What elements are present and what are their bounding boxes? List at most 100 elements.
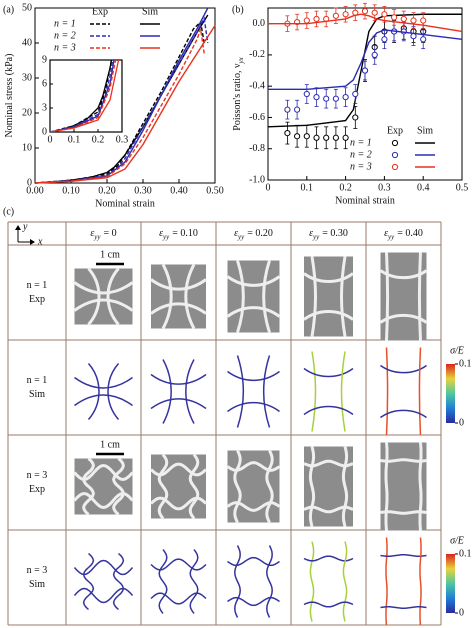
ligament — [87, 267, 101, 326]
ligament — [74, 376, 133, 389]
ligament — [340, 256, 347, 337]
x-axis-label: Nominal strain — [335, 195, 395, 206]
y-axis-label-text: Poisson's ratio, ν — [232, 63, 243, 131]
exp-point — [332, 134, 339, 141]
column-symbol: ε — [90, 228, 94, 239]
column-subscript: yy — [162, 233, 170, 241]
x-tick-label: 0.30 — [134, 185, 152, 196]
exp-point — [284, 129, 291, 137]
exp-point — [371, 9, 378, 16]
column-header: εyy = 0.20 — [234, 228, 273, 240]
ligament — [73, 491, 134, 510]
ligament — [226, 501, 281, 512]
column-subscript: yy — [237, 233, 245, 241]
inset-y-tick-label: 3 — [42, 102, 47, 113]
ligament — [236, 355, 245, 428]
ligament — [158, 549, 168, 614]
panel-label: (b) — [232, 4, 244, 15]
ligament — [380, 364, 427, 374]
inset-y-tick-label: 6 — [42, 78, 47, 89]
legend-header: Exp — [92, 6, 108, 17]
exp-point — [352, 114, 359, 121]
ligament — [419, 537, 422, 626]
ligament — [385, 537, 388, 626]
axis-label: y — [22, 221, 28, 232]
ligament — [112, 552, 125, 611]
ligament — [380, 510, 427, 515]
exp-point — [313, 15, 320, 23]
inset-x-tick-label: 0.1 — [68, 134, 81, 145]
x-tick-label: 0 — [266, 182, 271, 193]
legend-header: Exp — [387, 125, 403, 136]
ligament — [380, 605, 427, 610]
ligament — [227, 556, 280, 567]
exp-point — [284, 106, 291, 113]
ligament — [185, 359, 195, 424]
inset-lines — [50, 60, 120, 132]
ligament — [73, 281, 134, 295]
exp-point — [323, 134, 330, 141]
ligament — [384, 442, 389, 531]
ligament — [310, 256, 317, 337]
row-label: Exp — [29, 294, 45, 305]
exp-point — [361, 8, 369, 15]
x-tick-label: 0.50 — [206, 185, 224, 196]
sim-line — [34, 25, 216, 184]
ligament — [303, 505, 354, 514]
ligament — [342, 541, 348, 622]
ligament — [309, 541, 315, 622]
column-subscript: yy — [312, 233, 320, 241]
y-axis-label-text: Nominal stress (kPa) — [4, 54, 15, 138]
colorbar-min: 0 — [459, 417, 464, 428]
legend-header: Sim — [417, 125, 433, 136]
exp-point — [420, 36, 427, 43]
x-axis-label: Nominal strain — [95, 198, 155, 209]
exp-point — [361, 67, 369, 74]
exp-point — [381, 36, 388, 43]
axis-label: x — [37, 236, 43, 247]
ligament — [418, 442, 423, 531]
y-tick-label: -1.0 — [249, 174, 265, 185]
ligament — [226, 461, 281, 472]
legend-label: n = 1 — [350, 137, 372, 148]
y-tick-label: 40 — [22, 37, 32, 48]
ligament — [233, 449, 242, 524]
column-value: = 0 — [104, 228, 117, 239]
exp-point — [332, 12, 339, 19]
exp-point — [323, 95, 330, 102]
column-subscript: yy — [387, 233, 395, 241]
colorbar-max: 0.1 — [459, 358, 472, 369]
legend-label: n = 1 — [54, 18, 76, 29]
exp-point — [313, 134, 320, 141]
ligament — [73, 559, 134, 576]
ligament — [73, 463, 134, 482]
ligament — [340, 351, 346, 432]
legend-label: n = 3 — [54, 42, 76, 53]
row-label: Sim — [29, 389, 45, 400]
column-header: εyy = 0.40 — [384, 228, 423, 240]
colorbar-max: 0.1 — [459, 548, 472, 559]
ligament — [150, 558, 207, 571]
ligament — [150, 592, 207, 605]
axis-arrowhead — [30, 239, 35, 245]
y-tick-label: 50 — [22, 2, 32, 13]
exp-point — [332, 95, 339, 102]
row-label: n = 1 — [27, 280, 48, 291]
legend-swatch — [391, 151, 399, 159]
colorbar-label: σ/E — [450, 345, 464, 356]
exp-point — [342, 11, 349, 18]
y-tick-label: 0 — [27, 177, 32, 188]
legend-label: n = 3 — [350, 161, 372, 172]
specimen-image — [227, 260, 280, 333]
ligament — [82, 457, 95, 516]
ligament — [106, 267, 120, 326]
ligament — [303, 405, 354, 416]
ligament — [303, 601, 354, 608]
inset-x-tick-label: 0.2 — [92, 134, 105, 145]
column-value: = 0.30 — [322, 228, 348, 239]
ligament — [308, 446, 316, 527]
legend-label: n = 2 — [350, 149, 372, 160]
column-value: = 0.20 — [247, 228, 273, 239]
ligament — [417, 252, 422, 341]
column-header: εyy = 0.30 — [309, 228, 348, 240]
